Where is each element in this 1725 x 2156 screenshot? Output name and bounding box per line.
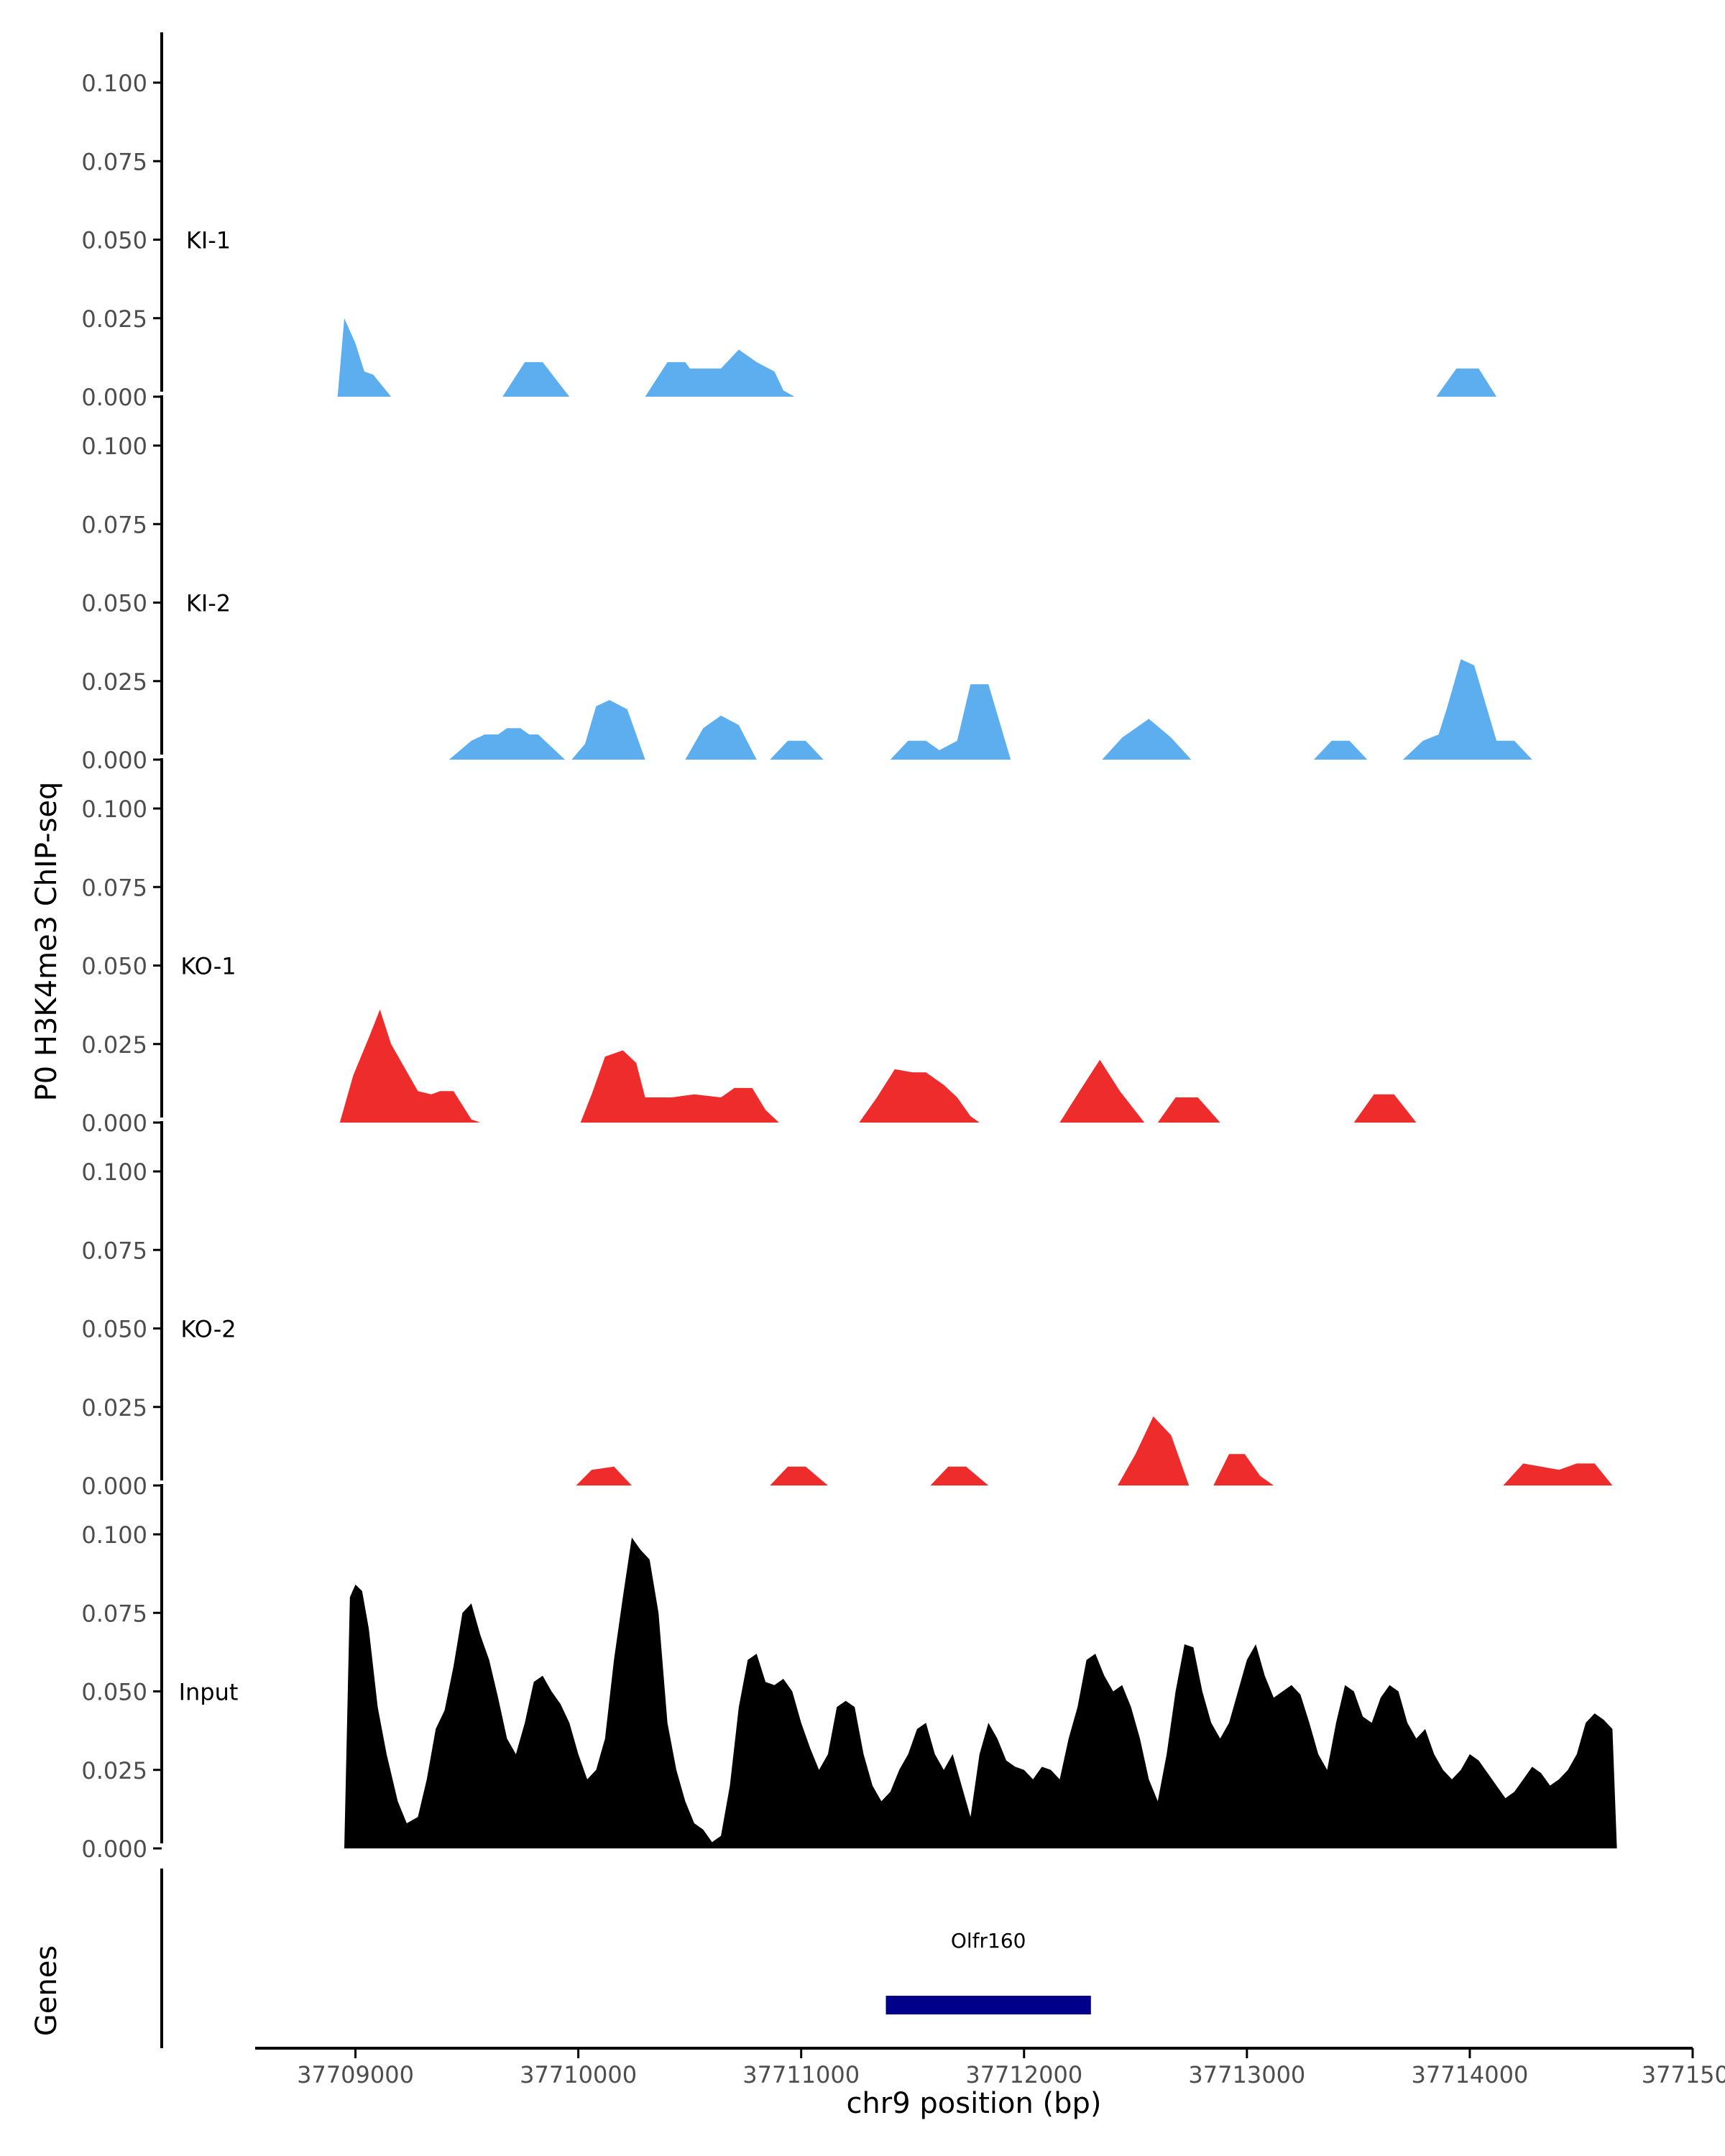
genes-axis-title: Genes — [30, 1945, 63, 2036]
y-tick-label: 0.100 — [81, 1521, 147, 1549]
y-tick-label: 0.000 — [81, 384, 147, 411]
track-label: KI-2 — [186, 590, 231, 617]
y-tick-label: 0.025 — [81, 1394, 147, 1422]
signal-peak — [1353, 1094, 1417, 1123]
y-tick-label: 0.000 — [81, 1473, 147, 1500]
signal-peak — [339, 1009, 481, 1123]
signal-peak — [580, 1050, 779, 1123]
plot-area: 0.000 0.025 0.050 0.075 0.100 KI-1 0.000 0.025 0… — [81, 32, 1725, 2088]
gene-body — [886, 1996, 1091, 2014]
track-label: KO-2 — [180, 1316, 236, 1343]
signal-peak — [930, 1466, 989, 1485]
y-tick-label: 0.025 — [81, 668, 147, 696]
signal-peak — [1436, 368, 1497, 397]
y-tick-label: 0.000 — [81, 1110, 147, 1137]
x-tick-label: 3771500 — [1642, 2061, 1725, 2088]
signal-peak — [1313, 740, 1368, 760]
signal-peak — [576, 1466, 632, 1485]
y-tick-label: 0.050 — [81, 227, 147, 254]
signal-peak — [1503, 1463, 1613, 1485]
signal-peak — [770, 740, 824, 760]
y-tick-label: 0.075 — [81, 511, 147, 538]
x-tick-label: 37713000 — [1188, 2061, 1305, 2088]
y-tick-label: 0.050 — [81, 953, 147, 980]
x-tick-label: 37709000 — [297, 2061, 414, 2088]
signal-peak — [770, 1466, 828, 1485]
signal-peak — [1402, 659, 1532, 760]
signal-peak — [344, 1537, 1617, 1848]
signal-peak — [1213, 1454, 1274, 1485]
y-tick-label: 0.075 — [81, 874, 147, 901]
x-tick-label: 37711000 — [742, 2061, 860, 2088]
y-tick-label: 0.100 — [81, 1158, 147, 1186]
signal-peak — [1059, 1059, 1145, 1123]
gene-label: Olfr160 — [951, 1929, 1026, 1953]
y-tick-label: 0.100 — [81, 433, 147, 460]
y-tick-label: 0.025 — [81, 1757, 147, 1784]
y-axis-title: P0 H3K4me3 ChIP-seq — [30, 782, 63, 1102]
signal-peak — [337, 318, 392, 397]
track-label: KI-1 — [186, 227, 231, 254]
y-tick-label: 0.075 — [81, 1600, 147, 1627]
signal-peak — [1102, 719, 1192, 760]
y-tick-label: 0.050 — [81, 590, 147, 617]
y-tick-label: 0.100 — [81, 796, 147, 823]
signal-peak — [502, 361, 570, 397]
signal-peak — [1157, 1097, 1220, 1123]
track-label: KO-1 — [180, 953, 236, 980]
signal-peak — [571, 700, 645, 760]
y-tick-label: 0.075 — [81, 148, 147, 175]
signal-peak — [859, 1069, 980, 1123]
x-tick-label: 37710000 — [520, 2061, 637, 2088]
signal-peak — [685, 715, 757, 760]
y-tick-label: 0.025 — [81, 305, 147, 333]
y-tick-label: 0.075 — [81, 1237, 147, 1264]
y-tick-label: 0.050 — [81, 1316, 147, 1343]
y-tick-label: 0.050 — [81, 1679, 147, 1706]
x-axis-title: chr9 position (bp) — [846, 2087, 1101, 2120]
y-tick-label: 0.000 — [81, 747, 147, 774]
y-tick-label: 0.000 — [81, 1835, 147, 1863]
signal-peak — [448, 728, 565, 760]
x-tick-label: 37712000 — [965, 2061, 1082, 2088]
y-tick-label: 0.025 — [81, 1031, 147, 1059]
x-tick-label: 37714000 — [1411, 2061, 1528, 2088]
y-tick-label: 0.100 — [81, 70, 147, 97]
signal-peak — [645, 349, 795, 397]
signal-peak — [1118, 1416, 1190, 1485]
track-label: Input — [179, 1679, 239, 1706]
signal-peak — [890, 684, 1011, 760]
